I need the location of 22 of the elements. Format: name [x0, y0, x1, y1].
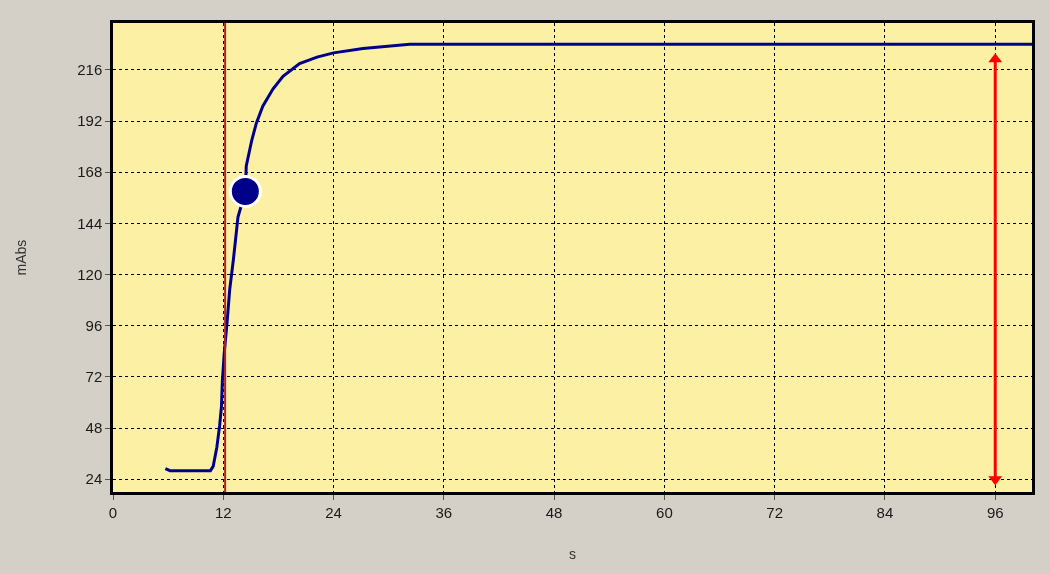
y-tick-label: 120	[77, 265, 103, 283]
y-tick-label: 72	[85, 368, 103, 386]
x-tick-label: 84	[876, 503, 894, 521]
x-tick-label: 36	[435, 503, 453, 521]
y-tick-label: 24	[85, 470, 103, 488]
y-tick-label: 96	[85, 316, 103, 334]
x-tick-label: 48	[545, 503, 563, 521]
y-tick-label: 48	[85, 419, 103, 437]
x-tick-label: 12	[214, 503, 232, 521]
y-tick-label: 192	[77, 112, 103, 130]
y-tick-label: 168	[77, 163, 103, 181]
x-tick-label: 60	[656, 503, 673, 521]
y-tick-label: 144	[77, 214, 103, 232]
x-tick-label: 96	[986, 503, 1004, 521]
point	[228, 174, 262, 208]
line-series	[163, 42, 1032, 473]
x-axis-title: s	[569, 546, 576, 563]
y-axis-title: mAbs	[12, 239, 29, 276]
y-tick-label: 216	[77, 61, 103, 79]
x-tick-label: 72	[766, 503, 784, 521]
x-tick-label: 0	[108, 503, 118, 521]
x-tick-label: 24	[325, 503, 342, 521]
